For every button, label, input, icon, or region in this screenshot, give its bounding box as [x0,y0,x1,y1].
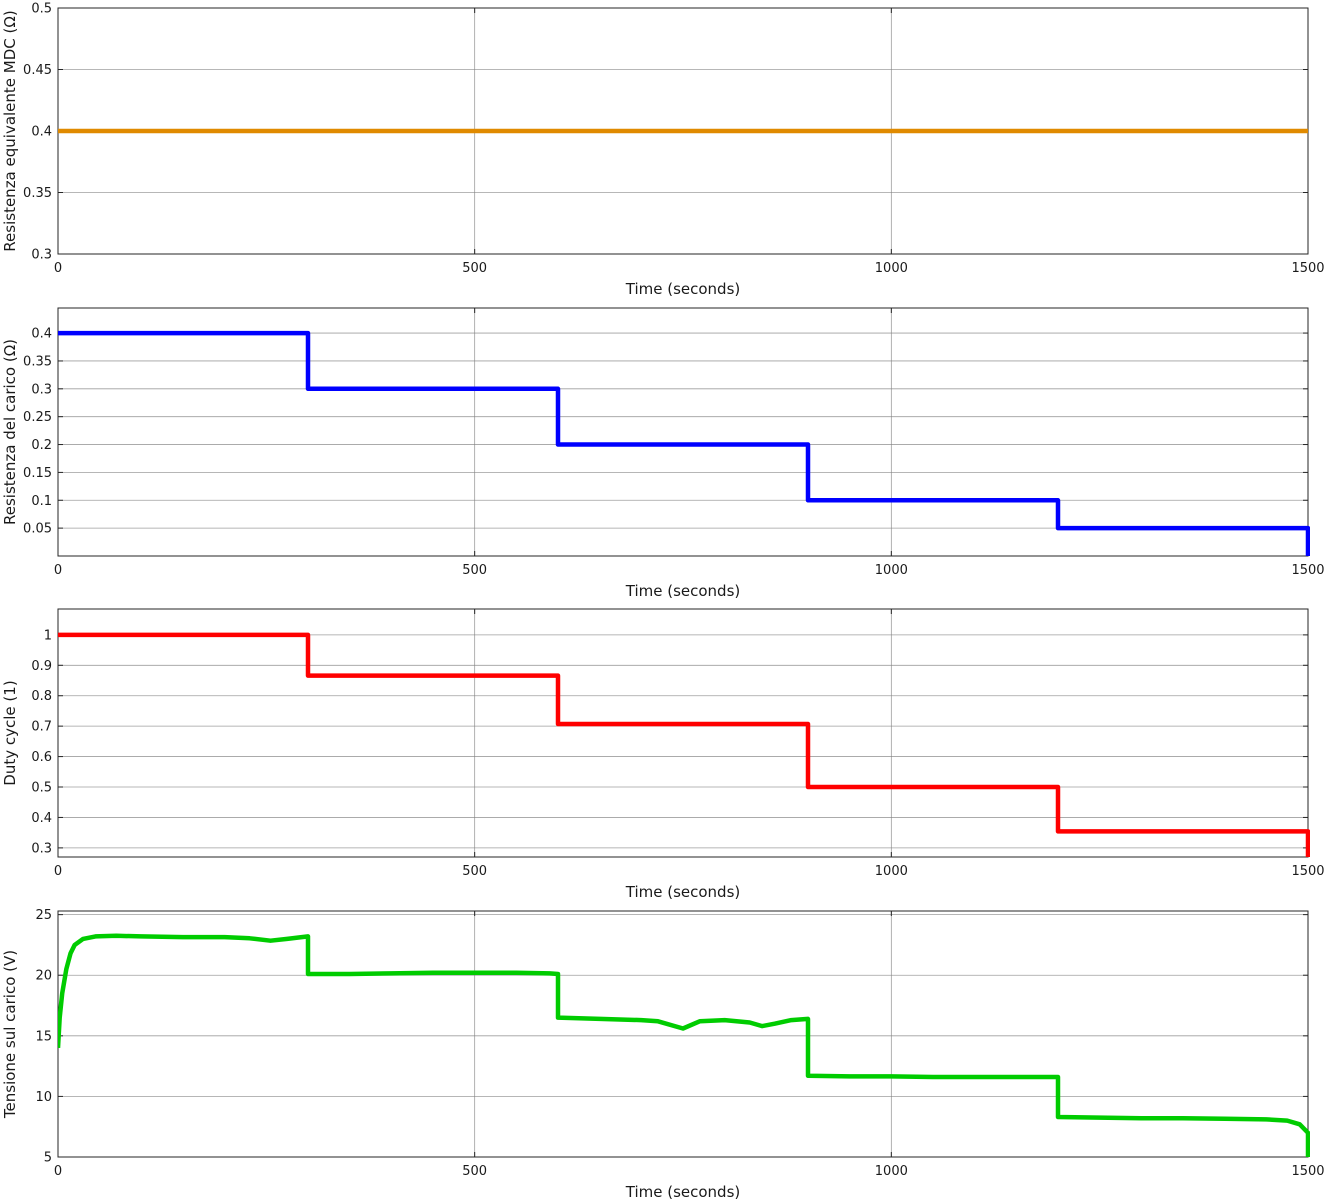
x-tick-label: 500 [462,864,487,879]
y-tick-label: 0.15 [23,466,52,481]
y-tick-label: 0.35 [23,186,52,201]
y-tick-label: 0.2 [31,438,52,453]
plot-area [58,609,1308,857]
x-axis-label: Time (seconds) [625,280,741,298]
y-tick-label: 0.5 [31,2,52,17]
y-tick-label: 0.6 [31,750,52,765]
x-tick-label: 1000 [875,563,908,578]
y-axis-label: Tensione sul carico (V) [1,950,19,1119]
chart-panel-2: 0 500 1000 1500 0.05 0.1 0.15 0.2 0.25 0.3 0.35 0.4… [1,307,1325,600]
y-tick-label: 0.3 [31,248,52,263]
axis-frame [57,608,1309,858]
y-tick-label: 15 [35,1029,52,1044]
x-axis-label: Time (seconds) [625,582,741,600]
x-axis-label: Time (seconds) [625,1183,741,1201]
series-line-1 [58,933,1310,1157]
x-tick-label: 1500 [1291,1164,1324,1179]
y-tick-label: 0.35 [23,354,52,369]
y-tick-label: 10 [35,1090,52,1105]
y-tick-label: 0.7 [31,720,52,735]
x-tick-label: 1000 [875,1164,908,1179]
chart-panel-3: 0 500 1000 1500 0.3 0.4 0.5 0.6 0.7 0.8 0.9 1 Time (… [1,608,1325,901]
y-tick-label: 0.25 [23,410,52,425]
y-tick-label: 25 [35,908,52,923]
series-line-1 [58,632,1310,857]
x-tick-label: 0 [54,1164,62,1179]
y-tick-label: 0.3 [31,841,52,856]
x-tick-label: 1000 [875,261,908,276]
y-tick-label: 5 [44,1151,52,1166]
x-tick-label: 500 [462,1164,487,1179]
y-tick-label: 1 [44,628,52,643]
series-line-1 [58,330,1310,556]
x-axis-label: Time (seconds) [625,883,741,901]
y-tick-label: 0.4 [31,811,52,826]
y-tick-label: 0.4 [31,327,52,342]
y-tick-label: 0.5 [31,781,52,796]
y-tick-label: 0.3 [31,382,52,397]
x-tick-label: 1500 [1291,864,1324,879]
y-axis-label: Resistenza equivalente MDC (Ω) [1,10,19,251]
x-tick-label: 1500 [1291,563,1324,578]
x-tick-label: 0 [54,261,62,276]
y-tick-label: 0.9 [31,659,52,674]
y-axis-label: Resistenza del carico (Ω) [1,339,19,525]
axis-frame [57,307,1309,557]
x-tick-label: 0 [54,563,62,578]
chart-panel-1: 0 500 1000 1500 0.3 0.35 0.4 0.45 0.5 Time (secon… [1,2,1325,299]
y-tick-label: 0.1 [31,494,52,509]
y-tick-label: 0.45 [23,63,52,78]
y-tick-label: 0.4 [31,125,52,140]
y-tick-label: 20 [35,969,52,984]
chart-panel-4: 0 500 1000 1500 5 10 15 20 25 Time (seconds) Tensi… [1,908,1325,1201]
x-tick-label: 0 [54,864,62,879]
x-tick-label: 1000 [875,864,908,879]
x-tick-label: 500 [462,261,487,276]
x-tick-label: 1500 [1291,261,1324,276]
y-tick-label: 0.05 [23,522,52,537]
y-tick-label: 0.8 [31,689,52,704]
y-axis-label: Duty cycle (1) [1,680,19,785]
plot-area [58,308,1308,556]
x-tick-label: 500 [462,563,487,578]
